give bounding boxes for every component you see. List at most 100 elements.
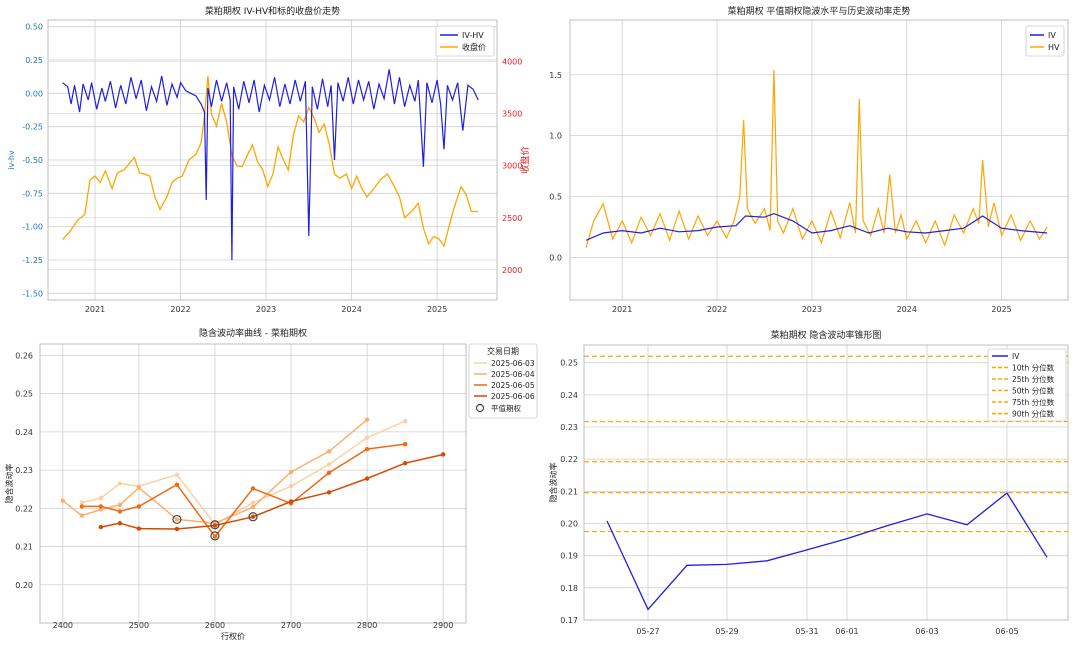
iv-hv-line <box>62 69 479 261</box>
x-tick-label: 2023 <box>802 305 822 314</box>
x-tick-label: 2024 <box>897 305 917 314</box>
smile-point <box>402 461 408 466</box>
chart-atm-iv-hv: 2021 2022 2023 2024 2025 1.5 1.0 0.5 0.0 菜粕期权 平值期… <box>549 5 1069 314</box>
y-tick-label: 0.24 <box>15 428 33 437</box>
plot-frame <box>583 344 1069 621</box>
smile-point <box>79 513 85 518</box>
smile-point <box>326 490 332 495</box>
legend-label: 平值期权 <box>491 403 521 413</box>
y-tick-label: 0.20 <box>560 520 578 529</box>
x-tick-label: 2021 <box>85 305 105 314</box>
legend-label: 2025-06-04 <box>491 370 535 379</box>
smile-point <box>440 452 446 457</box>
x-tick-label: 2700 <box>281 621 301 630</box>
chart-title: 菜粕期权 平值期权隐波水平与历史波动率走势 <box>728 5 911 17</box>
legend-label: HV <box>1048 43 1060 52</box>
atm-marker <box>210 531 220 541</box>
chart-iv-hv-close: 2021 2022 2023 2024 2025 0.50 0.25 0.00 -0.25 -0.… <box>7 5 531 314</box>
legend-label: 75th 分位数 <box>1012 397 1055 407</box>
x-tick-label: 05-31 <box>795 627 818 636</box>
smile-point <box>212 534 218 539</box>
iv-line <box>585 212 1048 241</box>
chart-vol-smile: 2400 2500 2600 2700 2800 2900 0.26 0.25 0.24 0.23… <box>4 327 538 641</box>
smile-point <box>117 481 123 486</box>
y-tick-label: 0.25 <box>15 390 33 399</box>
chart-title: 菜粕期权 IV-HV和标的收盘价走势 <box>205 5 340 17</box>
smile-point <box>402 441 408 447</box>
smile-point <box>288 483 294 489</box>
y-tick-label: 0.19 <box>560 552 578 561</box>
y-tick-label: 0.0 <box>549 253 562 262</box>
x-tick-label: 2400 <box>53 621 73 630</box>
legend-swatch-atm <box>475 403 485 413</box>
y-tick-label: -0.25 <box>22 123 43 132</box>
legend-label: 25th 分位数 <box>1012 374 1055 384</box>
smile-point <box>364 446 370 452</box>
y-tick-label: 0.17 <box>560 616 578 625</box>
smile-point <box>79 504 85 509</box>
legend-label: IV <box>1012 352 1020 361</box>
smile-point <box>326 462 332 467</box>
smile-point <box>250 500 256 505</box>
x-tick-label: 2900 <box>433 621 453 630</box>
x-tick-label: 2600 <box>205 621 225 630</box>
x-tick-label: 2025 <box>427 305 447 314</box>
atm-marker <box>210 520 220 530</box>
atm-marker <box>172 514 182 525</box>
smile-point <box>98 507 104 512</box>
smile-point <box>364 417 370 422</box>
smile-point <box>250 486 256 491</box>
hv-line <box>585 69 1048 248</box>
y-tick-label: 1.5 <box>549 71 562 80</box>
smile-point <box>79 500 85 505</box>
y-tick-label: 0.21 <box>15 543 33 552</box>
smile-point <box>98 495 104 501</box>
y2-tick-label: 3500 <box>502 110 522 119</box>
y-axis-label: 隐含波动率 <box>548 463 558 503</box>
y-tick-label: -1.00 <box>22 223 43 232</box>
y-tick-label: 0.23 <box>15 466 33 475</box>
chart-iv-cone: 05-27 05-29 05-31 06-01 06-03 06-05 0.25 0.24 0.… <box>548 329 1069 636</box>
legend-label: 收盘价 <box>462 42 486 52</box>
x-tick-label: 2022 <box>707 305 727 314</box>
smile-point <box>117 509 123 514</box>
smile-point <box>326 449 332 454</box>
x-tick-label: 2021 <box>612 305 632 314</box>
legend-box <box>1025 25 1065 57</box>
x-tick-label: 05-29 <box>715 627 738 636</box>
y-tick-label: 0.22 <box>560 455 578 464</box>
smile-point <box>174 482 180 487</box>
y-tick-label: 0.20 <box>15 581 33 590</box>
smile-point <box>117 502 123 508</box>
smile-point <box>174 472 180 477</box>
smile-line-2025-06-05 <box>81 443 406 538</box>
x-tick-label: 06-03 <box>915 627 938 636</box>
smile-point <box>98 504 104 509</box>
y2-axis-label: 收盘价 <box>519 146 531 173</box>
y-tick-label: -0.75 <box>22 189 43 198</box>
x-tick-label: 06-01 <box>835 627 858 636</box>
legend-label: 90th 分位数 <box>1012 409 1055 419</box>
x-tick-label: 2800 <box>357 621 377 630</box>
smile-point <box>136 485 142 490</box>
y-tick-label: 0.22 <box>15 504 33 513</box>
y-axis-label: iv-hv <box>7 150 16 170</box>
x-tick-label: 2024 <box>341 305 361 314</box>
smile-point <box>174 526 180 532</box>
smile-point <box>364 435 370 440</box>
y2-tick-label: 3000 <box>502 162 522 171</box>
plot-frame <box>47 19 498 301</box>
x-tick-label: 2022 <box>170 305 190 314</box>
legend-label: 2025-06-05 <box>491 381 535 390</box>
y-tick-label: 0.50 <box>25 23 43 32</box>
y2-tick-label: 2000 <box>502 266 522 275</box>
legend-label: 10th 分位数 <box>1012 363 1055 373</box>
smile-point <box>117 521 123 526</box>
legend-label: IV <box>1048 31 1056 40</box>
smile-point <box>212 523 218 528</box>
smile-point <box>98 524 104 530</box>
close-price-line <box>62 76 479 248</box>
y-tick-label: 0.25 <box>560 359 578 368</box>
y-tick-label: -1.50 <box>22 289 43 298</box>
x-tick-label: 05-27 <box>636 627 659 636</box>
